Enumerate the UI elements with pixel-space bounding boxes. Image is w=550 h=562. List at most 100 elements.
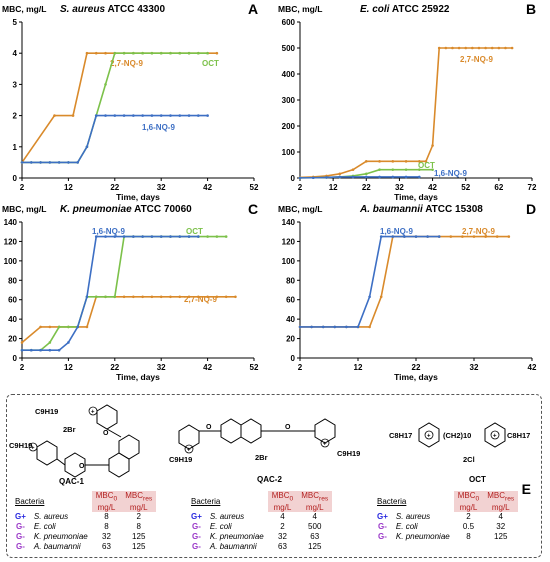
data-point	[426, 235, 429, 238]
mbcres-value: 4	[498, 512, 503, 522]
data-point	[418, 175, 421, 179]
data-point	[178, 51, 182, 55]
data-point	[104, 114, 107, 117]
mbcres-value: 125	[132, 532, 146, 542]
svg-text:O: O	[206, 424, 212, 431]
bacteria-header: Bacteria	[15, 496, 45, 506]
mbc-table: Bacteria MBC0 mg/L MBCres mg/L G+ S. aureus 4 4 G…	[187, 491, 333, 552]
oct-counterion: 2Cl	[463, 455, 475, 464]
data-point	[122, 114, 126, 117]
data-point	[206, 114, 209, 117]
data-point	[368, 325, 371, 329]
data-point	[197, 295, 200, 299]
table-row: G- A. baumannii 63 125	[11, 542, 156, 552]
data-point	[356, 325, 360, 329]
mbc0-header: MBC0 mg/L	[91, 491, 122, 512]
table-row: G+ S. aureus 8 2	[11, 512, 156, 522]
mbc0-value: 63	[278, 542, 287, 552]
bacteria-name: A. baumannii	[33, 542, 81, 552]
mbcres-value: 125	[494, 532, 508, 542]
oct-linker: (CH2)10	[443, 431, 472, 440]
x-tick-label: 52	[250, 363, 259, 372]
series-label: 2,7-NQ-9	[460, 55, 493, 64]
series-line-oct	[22, 235, 227, 352]
svg-text:O: O	[79, 463, 85, 470]
mbc-table: Bacteria MBC0 mg/L MBCres mg/L G+ S. aureus 2 4 G…	[373, 491, 519, 542]
oct-structure: + +	[418, 422, 506, 448]
svg-text:+: +	[91, 410, 95, 416]
x-tick-label: 62	[494, 183, 503, 192]
data-point	[215, 51, 219, 55]
data-point	[150, 235, 154, 238]
data-point	[477, 46, 481, 50]
data-point	[345, 325, 348, 329]
data-point	[404, 175, 408, 179]
series-label: 1,6-NQ-9	[142, 123, 175, 132]
bacteria-name: S. aureus	[395, 512, 431, 522]
mbc0-value: 8	[104, 522, 109, 532]
gram-badge: G-	[16, 522, 25, 532]
data-point	[437, 46, 441, 50]
y-tick-label: 40	[286, 315, 295, 324]
data-point	[431, 168, 434, 171]
data-point	[20, 348, 24, 352]
svg-text:+: +	[187, 448, 191, 454]
data-point	[85, 295, 89, 299]
y-axis-label: MBC, mg/L	[278, 204, 322, 214]
series-label: 2,7-NQ-9	[110, 59, 143, 68]
qac2-alkyl-right: C9H19	[337, 449, 361, 458]
y-tick-label: 500	[282, 44, 296, 53]
data-point	[159, 235, 163, 238]
data-point	[67, 341, 70, 344]
data-point	[431, 144, 434, 147]
x-tick-label: 32	[395, 183, 404, 192]
bacteria-name: K. pneumoniae	[33, 532, 88, 542]
data-point	[414, 235, 418, 238]
data-point	[215, 235, 219, 238]
data-point	[94, 235, 98, 238]
series-label: 2,7-NQ-9	[462, 227, 495, 236]
qac2-structure: + + O O	[178, 418, 336, 454]
series-line-1-6-nq-9	[300, 235, 440, 328]
svg-text:+: +	[31, 446, 35, 452]
data-point	[104, 235, 107, 238]
gram-badge: G+	[191, 512, 202, 522]
gram-badge: G+	[15, 512, 26, 522]
panel-e: E + + O O C9H19 C9H19 2Br QAC-1	[6, 394, 542, 558]
svg-text:+: +	[493, 434, 497, 440]
series-line-2-7-nq-9	[21, 52, 217, 163]
bacteria-name: E. coli	[209, 522, 232, 532]
qac2-counterion: 2Br	[255, 453, 268, 462]
mbc0-value: 2	[466, 512, 471, 522]
table-row: G- K. pneumoniae 32 63	[187, 532, 332, 542]
data-point	[490, 46, 494, 50]
y-tick-label: 0	[13, 174, 18, 183]
series-label: 1,6-NQ-9	[92, 227, 125, 236]
y-tick-label: 120	[4, 237, 18, 246]
data-point	[451, 46, 454, 50]
data-point	[122, 235, 126, 238]
qac1-name: QAC-1	[59, 477, 84, 486]
series-line-2-7-nq-9	[299, 47, 513, 179]
mbc0-value: 4	[280, 512, 285, 522]
data-point	[378, 175, 381, 179]
data-point	[224, 235, 228, 238]
y-tick-label: 40	[8, 315, 17, 324]
data-point	[178, 295, 182, 299]
mbc0-value: 63	[102, 542, 111, 552]
x-tick-label: 2	[20, 363, 25, 372]
mbc0-value: 8	[466, 532, 471, 542]
data-point	[187, 235, 191, 238]
data-point	[141, 295, 144, 299]
data-point	[48, 161, 52, 164]
oct-alkyl-left: C8H17	[389, 431, 413, 440]
data-point	[29, 348, 33, 352]
title-organism: K. pneumoniae	[60, 204, 132, 215]
y-tick-label: 300	[282, 96, 296, 105]
x-axis-label: Time, days	[116, 372, 160, 382]
data-point	[321, 325, 325, 329]
x-tick-label: 42	[203, 363, 212, 372]
data-point	[57, 348, 61, 352]
